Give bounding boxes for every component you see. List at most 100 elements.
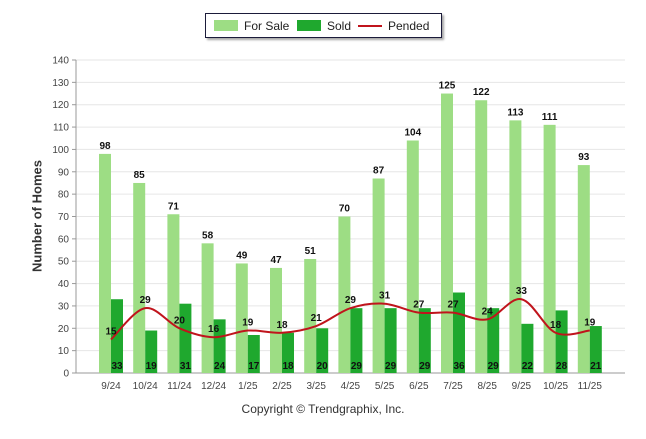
label-for-sale: 87 (373, 165, 385, 176)
y-tick-label: 80 (58, 190, 70, 201)
bar-for-sale (133, 182, 146, 373)
label-pended: 29 (345, 295, 357, 306)
y-tick-label: 70 (58, 212, 70, 223)
bar-sold (384, 308, 397, 373)
bar-sold (589, 326, 602, 373)
bar-for-sale (406, 140, 419, 373)
label-for-sale: 125 (439, 81, 456, 92)
label-sold: 20 (317, 361, 329, 372)
bar-for-sale (235, 263, 248, 373)
label-pended: 27 (447, 300, 459, 311)
bar-sold (111, 299, 123, 373)
x-tick-label: 11/25 (578, 381, 603, 392)
y-tick-label: 100 (52, 145, 69, 156)
x-tick-label: 5/25 (375, 381, 395, 392)
y-tick-label: 20 (58, 324, 70, 335)
x-tick-label: 1/25 (238, 381, 258, 392)
bar-for-sale (577, 165, 590, 373)
label-sold: 28 (556, 361, 568, 372)
label-pended: 29 (140, 295, 152, 306)
label-sold: 29 (351, 361, 363, 372)
x-tick-label: 3/25 (306, 381, 326, 392)
legend-item-for-sale[interactable]: For Sale (214, 14, 289, 37)
bar-sold (282, 332, 294, 373)
label-sold: 33 (111, 361, 123, 372)
x-tick-label: 10/24 (133, 381, 158, 392)
label-sold: 29 (385, 361, 397, 372)
label-for-sale: 71 (168, 201, 180, 212)
label-pended: 18 (550, 320, 562, 331)
label-pended: 27 (413, 300, 425, 311)
y-axis-title: Number of Homes (29, 160, 45, 272)
legend-item-pended[interactable]: Pended (358, 14, 429, 37)
label-pended: 24 (482, 306, 494, 317)
label-pended: 33 (516, 286, 528, 297)
bar-sold (555, 310, 568, 373)
label-for-sale: 70 (339, 204, 351, 215)
x-tick-label: 9/24 (101, 381, 121, 392)
y-tick-label: 60 (58, 234, 70, 245)
x-tick-label: 6/25 (409, 381, 429, 392)
x-tick-label: 12/24 (201, 381, 226, 392)
label-for-sale: 49 (236, 250, 248, 261)
label-for-sale: 122 (473, 87, 490, 98)
bar-for-sale (338, 216, 351, 373)
label-for-sale: 111 (542, 112, 558, 123)
label-pended: 16 (208, 324, 220, 335)
legend: For Sale Sold Pended (205, 13, 442, 38)
bar-sold (350, 308, 363, 373)
y-tick-label: 40 (58, 279, 70, 290)
label-sold: 29 (419, 361, 431, 372)
y-tick-label: 0 (63, 369, 69, 380)
y-tick-label: 50 (58, 257, 70, 268)
label-pended: 21 (311, 313, 323, 324)
copyright-text: Copyright © Trendgraphix, Inc. (241, 402, 405, 416)
legend-swatch-pended (358, 24, 382, 27)
bar-for-sale (167, 214, 180, 373)
legend-label-for-sale: For Sale (244, 18, 290, 33)
label-for-sale: 93 (578, 152, 590, 163)
bar-for-sale (543, 124, 556, 373)
legend-item-sold[interactable]: Sold (297, 14, 351, 37)
label-pended: 19 (584, 318, 596, 329)
legend-label-sold: Sold (327, 18, 352, 33)
label-for-sale: 98 (99, 141, 111, 152)
x-tick-label: 8/25 (477, 381, 497, 392)
legend-swatch-for-sale (214, 20, 238, 31)
label-sold: 22 (522, 361, 534, 372)
bar-for-sale (270, 267, 282, 373)
label-sold: 24 (214, 361, 226, 372)
legend-swatch-sold (297, 20, 321, 31)
bar-sold (145, 330, 158, 373)
y-tick-label: 120 (52, 100, 69, 111)
label-sold: 17 (248, 361, 260, 372)
y-tick-label: 140 (52, 56, 69, 67)
y-tick-label: 90 (58, 167, 70, 178)
label-for-sale: 85 (134, 170, 146, 181)
label-pended: 31 (379, 291, 391, 302)
x-tick-label: 7/25 (443, 381, 463, 392)
label-sold: 18 (282, 361, 294, 372)
label-for-sale: 58 (202, 230, 214, 241)
x-tick-label: 10/25 (543, 381, 568, 392)
bar-sold (247, 334, 260, 373)
bar-sold (521, 323, 534, 373)
x-tick-label: 4/25 (341, 381, 361, 392)
y-tick-label: 130 (52, 78, 69, 89)
x-tick-label: 11/24 (167, 381, 192, 392)
label-for-sale: 113 (507, 107, 524, 118)
bar-sold (418, 308, 431, 373)
bar-sold (487, 308, 500, 373)
bar-sold (179, 303, 192, 373)
label-for-sale: 51 (305, 246, 317, 257)
line-pended (110, 298, 590, 341)
legend-label-pended: Pended (388, 18, 430, 33)
label-pended: 15 (105, 326, 117, 337)
label-pended: 18 (276, 320, 288, 331)
label-pended: 19 (242, 318, 254, 329)
bar-for-sale (441, 93, 453, 374)
bar-for-sale (304, 258, 317, 373)
label-sold: 21 (590, 361, 602, 372)
